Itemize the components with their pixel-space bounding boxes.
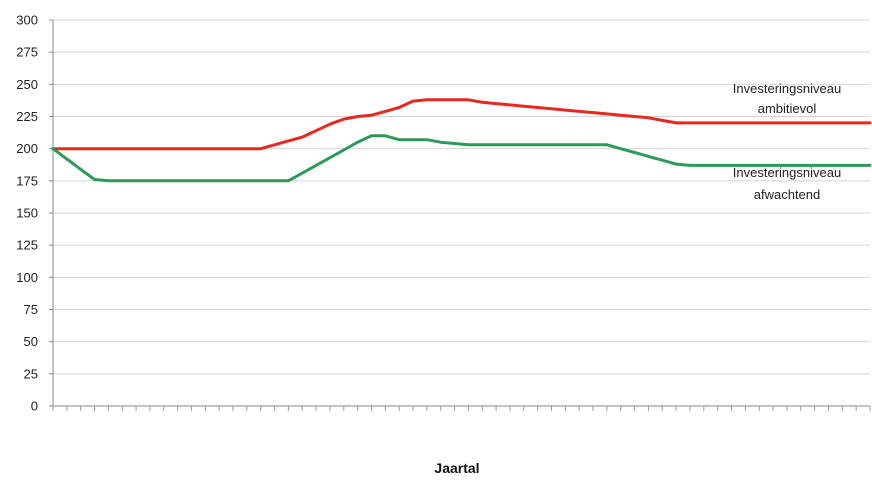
y-tick-label: 125 — [16, 238, 38, 253]
y-axis-ticks: 0 25 50 75 100 125 150 175 200 225 250 275 300 — [16, 13, 53, 414]
y-tick-label: 50 — [24, 334, 38, 349]
y-tick-label: 300 — [16, 13, 38, 28]
y-tick-label: 175 — [16, 173, 38, 188]
series-line-0 — [51, 98, 872, 151]
series-lines — [51, 98, 872, 183]
y-tick-label: 75 — [24, 302, 38, 317]
y-tick-label: 200 — [16, 141, 38, 156]
y-tick-label: 250 — [16, 77, 38, 92]
series-label-1-line-0: Investeringsniveau — [733, 165, 841, 180]
x-axis — [52, 20, 871, 411]
series-label-0-line-0: Investeringsniveau — [733, 81, 841, 96]
y-tick-label: 0 — [31, 399, 38, 414]
y-tick-label: 25 — [24, 366, 38, 381]
y-tick-label: 275 — [16, 45, 38, 60]
grid-lines — [53, 19, 870, 407]
y-tick-label: 150 — [16, 206, 38, 221]
y-tick-label: 225 — [16, 109, 38, 124]
series-label-1-line-1: afwachtend — [754, 187, 821, 202]
series-label-0-line-1: ambitievol — [758, 101, 817, 116]
series-labels: Investeringsniveau ambitievol Investerings… — [733, 81, 841, 202]
y-tick-label: 100 — [16, 270, 38, 285]
series-line-1 — [51, 134, 872, 183]
x-axis-label: Jaartal — [434, 460, 479, 476]
